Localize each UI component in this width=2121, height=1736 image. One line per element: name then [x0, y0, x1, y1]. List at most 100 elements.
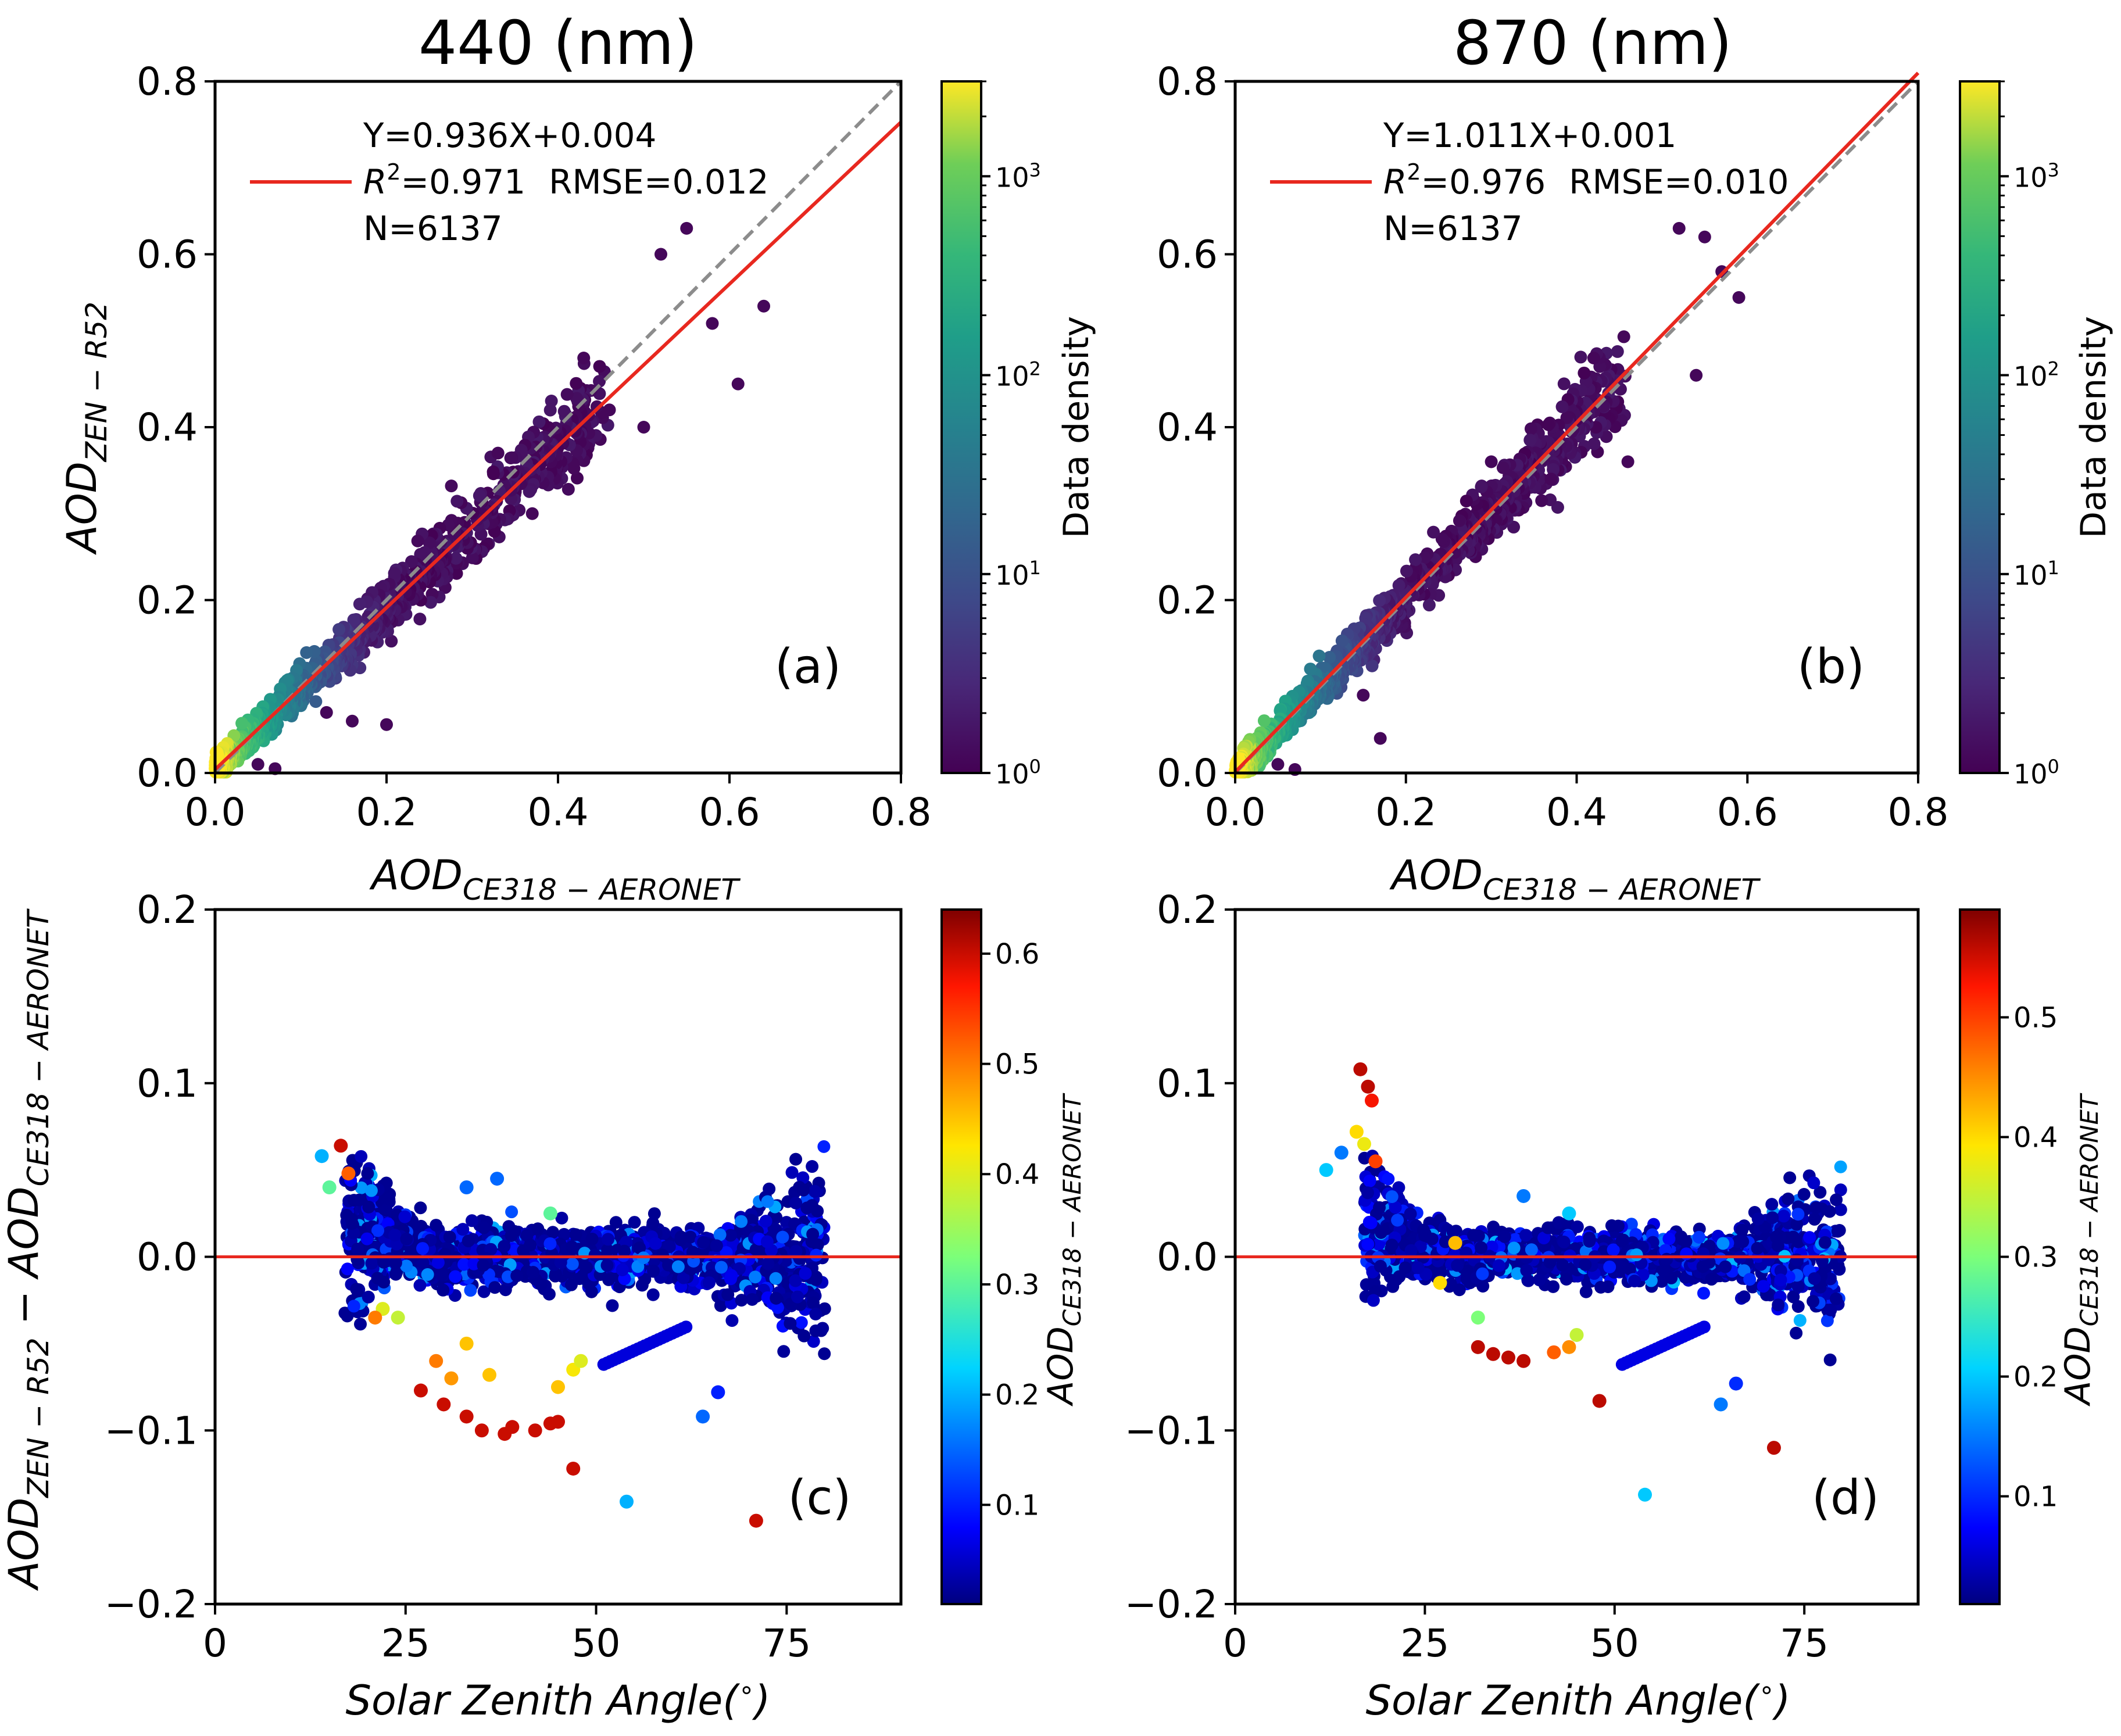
panel-a-title: 440 (nm) [419, 8, 698, 78]
density-point [353, 597, 366, 611]
highlight-point [437, 1397, 451, 1412]
panel-b-colorbar [1959, 80, 2001, 774]
colorbar-tick-label: 0.6 [995, 938, 1039, 971]
residual-point [759, 1215, 772, 1228]
density-point [1257, 714, 1271, 728]
residual-point [347, 1300, 360, 1313]
colorbar-tick-label: 102 [995, 358, 1041, 392]
residual-point [527, 1266, 540, 1279]
residual-point [464, 1284, 477, 1297]
density-point [450, 495, 464, 508]
residual-point [360, 1232, 374, 1245]
panel-a-xlabel-main: AOD [369, 851, 463, 899]
residual-point [350, 1252, 364, 1266]
panel-b-r2-rmse: R2=0.976 RMSE=0.010 [1383, 159, 1789, 202]
highlight-point [620, 1494, 634, 1509]
residual-point [377, 1275, 391, 1288]
colorbar-tick-label: 103 [2013, 159, 2059, 193]
density-point [1460, 495, 1473, 508]
outlier-point [1271, 758, 1285, 771]
panel-c-ylabel-mid: − AOD [0, 1186, 48, 1337]
colorbar-tick-label: 0.5 [995, 1048, 1039, 1081]
x-tick-label: 0.4 [1546, 790, 1607, 835]
residual-point [416, 1242, 430, 1255]
colorbar-tick-base: 10 [995, 361, 1029, 392]
panel-d-plot-area [1235, 1062, 1918, 1502]
residual-point [800, 1201, 814, 1215]
density-point [557, 405, 571, 418]
x-tick-label: 0.0 [1205, 790, 1266, 835]
residual-point [449, 1270, 462, 1283]
panel-c-colorbar-ticks: 0.10.20.30.40.50.6 [981, 938, 1039, 1522]
panel-b-xlabel-sub: CE318 − AERONET [1483, 873, 1761, 907]
panel-a-equation: Y=0.936X+0.004 [363, 116, 656, 155]
residual-point [602, 1233, 615, 1246]
highlight-point [459, 1180, 474, 1194]
density-point [593, 360, 606, 373]
residual-point [647, 1264, 660, 1277]
residual-point [355, 1150, 368, 1163]
panel-a-ylabel: AODZEN − R52 [58, 302, 113, 555]
density-point [424, 596, 437, 609]
residual-point [543, 1237, 557, 1250]
panel-b-r2-value: =0.976 [1421, 162, 1546, 202]
colorbar-tick-label: 0.4 [995, 1158, 1039, 1191]
panel-c-xlabel: Solar Zenith Angle(∘) [346, 1675, 771, 1724]
residual-point [656, 1248, 670, 1262]
residual-point [679, 1320, 693, 1334]
residual-point [477, 1259, 490, 1272]
highlight-point [551, 1415, 565, 1429]
colorbar-tick-exponent: 1 [2048, 557, 2059, 579]
highlight-point [505, 1420, 520, 1434]
y-tick-label: 0.8 [137, 59, 198, 104]
panel-c-ylabel-b-sub: CE318 − AERONET [22, 908, 55, 1187]
outlier-point [1374, 732, 1387, 745]
density-point [561, 482, 575, 496]
residual-point [345, 1217, 359, 1230]
colorbar-tick-base: 10 [2013, 560, 2048, 591]
panel-c-label: (c) [788, 1470, 851, 1526]
residual-point [777, 1345, 791, 1358]
colorbar-tick-exponent: 2 [1029, 358, 1041, 380]
outlier-point [654, 248, 667, 261]
y-tick-label: 0.0 [137, 1235, 198, 1280]
residual-point [809, 1307, 822, 1320]
residual-point [809, 1324, 822, 1337]
residual-point [713, 1228, 727, 1241]
outlier-point [1690, 368, 1703, 382]
residual-point [818, 1347, 831, 1361]
residual-point [569, 1228, 582, 1241]
highlight-point [429, 1354, 443, 1368]
residual-point [646, 1216, 660, 1230]
panel-a-r2-symbol: R [363, 162, 387, 202]
colorbar-tick-exponent: 0 [2048, 756, 2059, 778]
outlier-point [380, 718, 393, 731]
residual-point [808, 1184, 821, 1198]
colorbar-tick-label: 100 [995, 756, 1041, 790]
residual-point [364, 1184, 378, 1197]
outlier-point [731, 377, 745, 391]
residual-point [588, 1248, 602, 1262]
density-point [1574, 350, 1587, 364]
panel-c-xlabel-sup: ∘ [739, 1675, 755, 1705]
highlight-point [444, 1371, 459, 1386]
panel-c: 0 25 50 75−0.2−0.10.00.10.2 (c) Solar Zenit… [0, 887, 1086, 1724]
outlier-point [1732, 291, 1746, 304]
density-point [449, 552, 463, 565]
highlight-point [528, 1423, 542, 1438]
residual-point [443, 1230, 456, 1244]
highlight-point [334, 1139, 348, 1153]
panel-a-r2-superscript: 2 [387, 159, 400, 185]
panel-d: 0 25 50 75−0.2−0.10.00.10.2 (d) Solar Zenit… [1125, 887, 2104, 1724]
density-point [1611, 345, 1624, 358]
density-point [445, 479, 458, 493]
highlight-point [459, 1336, 474, 1351]
panel-a-r2-rmse: R2=0.971 RMSE=0.012 [363, 159, 769, 202]
density-point [570, 377, 583, 390]
residual-point [510, 1269, 524, 1283]
colorbar-tick-label: 0.1 [995, 1489, 1039, 1522]
density-point [423, 536, 436, 549]
residual-point [761, 1195, 774, 1208]
density-point [1535, 494, 1548, 507]
